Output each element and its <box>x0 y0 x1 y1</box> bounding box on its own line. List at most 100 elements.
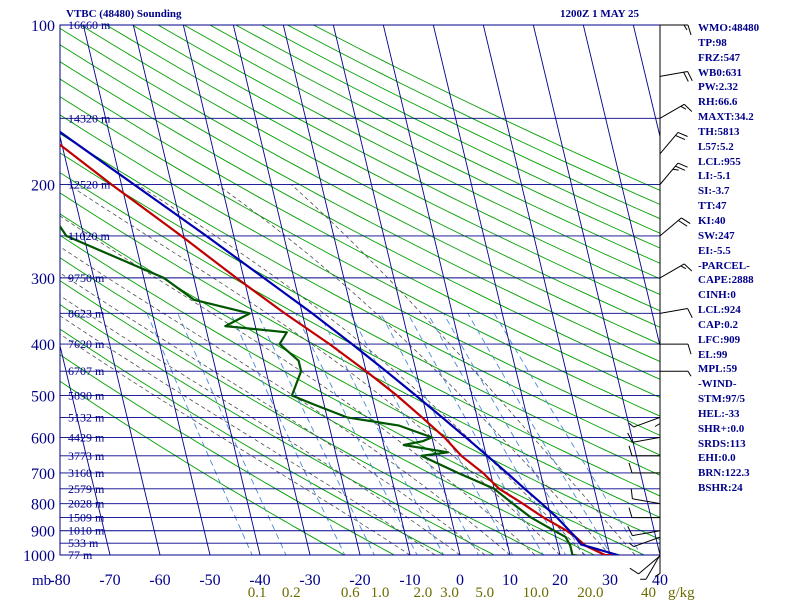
index-entry: LCL:955 <box>698 155 741 168</box>
wind-barb-shaft <box>659 217 682 237</box>
wind-barb-flag <box>677 131 688 137</box>
height-label: 3160 m <box>68 466 105 480</box>
wind-barb-flag <box>654 423 661 427</box>
mixing-ratio-line <box>443 313 585 555</box>
wind-barb-flag <box>628 507 633 518</box>
dry-adiabat <box>60 380 346 555</box>
index-entry: LI:-5.1 <box>698 170 731 183</box>
wind-barb <box>640 554 661 580</box>
pressure-tick-label: 100 <box>31 18 55 35</box>
wind-barb-shaft <box>659 103 685 119</box>
moist-adiabat <box>60 246 511 555</box>
index-entry: L57:5.2 <box>698 140 734 153</box>
moist-adiabat <box>67 184 561 555</box>
wind-barb <box>627 432 661 443</box>
wind-barb-shaft <box>645 554 661 580</box>
index-entry: WMO:48480 <box>698 22 760 34</box>
pressure-unit-label: mb <box>32 573 51 589</box>
index-entry: LCL:924 <box>698 304 741 317</box>
height-label: 3773 m <box>68 449 105 463</box>
isotherm-line <box>582 25 660 348</box>
moist-adiabat <box>216 184 611 555</box>
temperature-tick-label: 30 <box>602 572 618 589</box>
wind-barb-flag <box>687 308 693 319</box>
temperature-tick-label: 10 <box>502 572 518 589</box>
temperature-tick-label: 20 <box>552 572 568 589</box>
wind-barb-flag <box>654 573 661 578</box>
wind-profile <box>627 24 693 580</box>
height-label: 6707 m <box>68 364 105 378</box>
dry-adiabat <box>60 354 396 555</box>
wind-barb <box>654 545 661 578</box>
wind-barb <box>628 507 660 519</box>
height-label: 1010 m <box>68 524 105 538</box>
temperature-tick-label: -30 <box>299 572 320 589</box>
wind-barb-flag <box>628 422 635 428</box>
wind-barb-shaft <box>638 555 661 575</box>
wind-barb-shaft <box>659 308 688 314</box>
wind-barb <box>629 555 661 575</box>
wind-barb-flag <box>675 165 686 171</box>
wind-barb <box>659 263 693 279</box>
wind-barb <box>660 24 692 36</box>
temperature-tick-label: -20 <box>349 572 370 589</box>
index-entry: -PARCEL- <box>698 259 750 272</box>
index-entry: SRDS:113 <box>698 437 746 450</box>
pressure-tick-label: 600 <box>31 430 55 447</box>
mixing-ratio-label: 0.6 <box>341 585 360 600</box>
isotherm-line <box>282 25 411 555</box>
height-label: 11020 m <box>68 229 111 243</box>
wind-barb-shaft <box>633 536 661 548</box>
isotherm-line <box>60 134 161 555</box>
index-entry: PW:2.32 <box>698 81 739 94</box>
wind-barb-shaft <box>632 436 661 443</box>
wind-barb-shaft <box>632 530 661 537</box>
height-label: 8623 m <box>68 306 105 320</box>
pressure-tick-label: 300 <box>31 271 55 288</box>
mixing-ratio-label: 0.1 <box>248 585 267 600</box>
index-entry: WB0:631 <box>698 66 742 79</box>
index-entry: -WIND- <box>698 378 737 391</box>
height-label: 5890 m <box>68 389 105 403</box>
wind-barb-flag <box>683 24 688 31</box>
wind-barb-flag <box>629 567 639 575</box>
wind-barb-flag <box>675 134 686 141</box>
height-label: 12520 m <box>68 178 111 192</box>
height-label: 1509 m <box>68 511 105 525</box>
isotherm-line <box>532 25 660 555</box>
mixing-ratio-line <box>407 313 544 555</box>
index-entry: SW:247 <box>698 229 735 242</box>
isotherm-line <box>82 25 211 555</box>
index-entry: SI:-3.7 <box>698 185 730 198</box>
wind-barb <box>628 462 660 474</box>
wind-barb-flag <box>628 462 633 474</box>
isotherm-line <box>232 25 361 555</box>
mixing-ratio-label: 2.0 <box>414 585 433 600</box>
index-entry: BSHR:24 <box>698 482 743 495</box>
wind-barb <box>630 488 661 505</box>
height-labels: 16660 m 14320 m 12520 m 11020 m 9750 m 8623 m… <box>68 18 111 562</box>
wind-barb <box>628 536 661 548</box>
index-entry: EL:99 <box>698 348 728 361</box>
temperature-tick-label: -50 <box>199 572 220 589</box>
temperature-tick-label: -70 <box>99 572 120 589</box>
index-entry: CAPE:2888 <box>698 274 754 287</box>
temperature-tick-label: -10 <box>399 572 420 589</box>
dry-adiabat <box>60 257 596 555</box>
wind-barb-flag <box>628 445 633 456</box>
index-entry: CINH:0 <box>698 289 736 302</box>
wind-barb-shaft <box>659 263 685 279</box>
temperature-tick-label: -60 <box>149 572 170 589</box>
wind-barb-flag <box>683 103 693 112</box>
height-label: 9750 m <box>68 271 105 285</box>
index-entry: EHI:0.0 <box>698 452 736 465</box>
height-label: 14320 m <box>68 111 111 125</box>
mixing-ratio-label: 3.0 <box>440 585 459 600</box>
index-entry: HEL:-33 <box>698 407 740 420</box>
isotherm-line <box>482 25 611 555</box>
indices-panel: WMO:48480 TP:98 FRZ:547 WB0:631 PW:2.32 RH:66… <box>698 21 798 496</box>
mixing-ratio-line <box>350 313 480 555</box>
